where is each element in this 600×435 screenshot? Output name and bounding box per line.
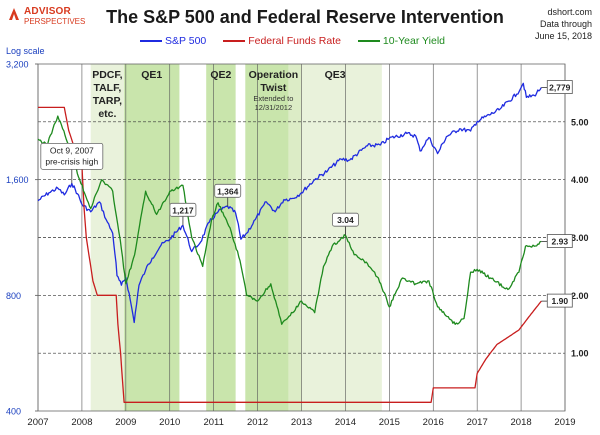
legend-swatch-ffr <box>223 40 246 43</box>
right-tick-label: 2.00 <box>571 291 589 301</box>
logo-text: ADVISOR <box>24 6 71 17</box>
right-tick-label: 3.00 <box>571 233 589 243</box>
x-tick-label: 2010 <box>159 417 180 428</box>
end-label-text-2: 2.93 <box>552 237 569 247</box>
x-tick-label: 2009 <box>115 417 136 428</box>
legend-label-ffr: Federal Funds Rate <box>248 35 341 47</box>
band-label: QE1 <box>141 69 162 81</box>
end-label-box-1 <box>546 293 573 308</box>
callout-text: 3.04 <box>337 215 354 225</box>
callout-text: 1,364 <box>217 186 239 196</box>
legend-item-yield: 10-Year Yield <box>357 35 445 47</box>
x-tick-label: 2008 <box>71 417 92 428</box>
band-note: Extended to <box>253 94 293 103</box>
x-tick-label: 2014 <box>335 417 356 428</box>
end-label-box-2 <box>546 234 573 248</box>
x-tick-label: 2016 <box>423 417 444 428</box>
chart-title: The S&P 500 and Federal Reserve Interven… <box>106 7 504 27</box>
data-through-label: Data through <box>539 19 592 29</box>
x-tick-label: 2017 <box>467 417 488 428</box>
callout-box-1 <box>169 202 197 217</box>
x-tick-label: 2013 <box>291 417 312 428</box>
legend-label-yield: 10-Year Yield <box>382 35 445 47</box>
band-label: PDCF, <box>92 69 122 81</box>
band-label: QE3 <box>325 69 346 81</box>
callout-text: 1,217 <box>172 205 194 215</box>
callout-box-2 <box>214 183 242 198</box>
chart-legend: S&P 500 Federal Funds Rate 10-Year Yield <box>140 35 459 47</box>
right-tick-label: 5.00 <box>571 117 589 127</box>
logo-mark-icon <box>9 8 19 20</box>
band-label: QE2 <box>210 69 231 81</box>
left-tick-label: 400 <box>6 407 21 417</box>
band-label: TALF, <box>93 82 121 94</box>
legend-label-sp500: S&P 500 <box>165 35 207 47</box>
band-label: etc. <box>98 108 116 120</box>
legend-item-sp500: S&P 500 <box>140 35 206 47</box>
callout-text: Oct 9, 2007 <box>50 145 94 155</box>
x-tick-label: 2011 <box>203 417 223 428</box>
callout-box-0 <box>40 142 104 170</box>
left-tick-label: 800 <box>6 291 21 301</box>
right-tick-label: 4.00 <box>571 175 589 185</box>
advisor-perspectives-logo: ADVISOR PERSPECTIVES <box>4 6 86 32</box>
x-tick-label: 2012 <box>247 417 268 428</box>
source-label: dshort.com <box>547 7 592 17</box>
end-label-box-0 <box>546 80 573 94</box>
right-tick-label: 1.00 <box>571 349 589 359</box>
series-line-1 <box>38 106 542 403</box>
band-label: Operation <box>249 69 299 81</box>
legend-swatch-yield <box>357 40 380 43</box>
x-tick-label: 2018 <box>511 417 532 428</box>
x-tick-label: 2007 <box>27 417 48 428</box>
legend-item-ffr: Federal Funds Rate <box>223 35 341 47</box>
end-label-text-0: 2,779 <box>549 83 571 93</box>
log-scale-label: Log scale <box>6 46 45 56</box>
series-line-2 <box>37 115 542 325</box>
logo-subtext: PERSPECTIVES <box>24 17 86 26</box>
callout-box-3 <box>332 212 359 227</box>
series-line-0 <box>37 82 542 324</box>
callout-text: pre-crisis high <box>45 156 98 166</box>
x-tick-label: 2019 <box>554 417 575 428</box>
left-tick-label: 1,600 <box>6 175 29 185</box>
band-note: 12/31/2012 <box>255 103 293 112</box>
left-tick-label: 3,200 <box>6 60 29 70</box>
data-through-date: June 15, 2018 <box>534 31 592 41</box>
legend-swatch-sp500 <box>140 40 162 43</box>
end-label-text-1: 1.90 <box>552 296 569 306</box>
band-label: Twist <box>260 82 287 94</box>
band-label: TARP, <box>93 95 122 107</box>
x-tick-label: 2015 <box>379 417 400 428</box>
